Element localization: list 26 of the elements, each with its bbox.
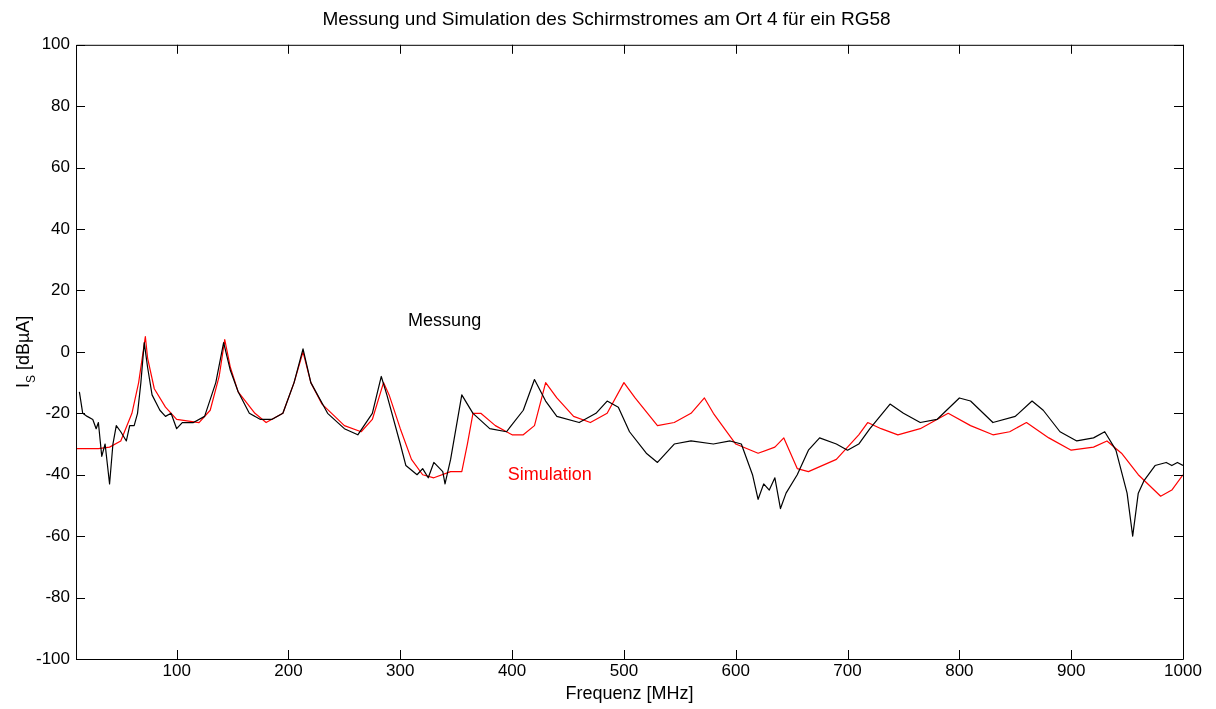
y-tick-label: 100 — [41, 34, 71, 54]
text: Messung — [408, 310, 482, 331]
x-tick-label: 900 — [1057, 660, 1086, 680]
y-axis-title: IS [dBµA] — [13, 315, 38, 389]
x-tick-label: 400 — [497, 660, 527, 680]
y-tick-label: -100 — [35, 648, 71, 668]
x-tick-label: 200 — [274, 660, 303, 680]
y-tick-label: 60 — [51, 157, 71, 177]
x-tick-label: 800 — [945, 660, 974, 680]
y-tick-label: 80 — [51, 95, 71, 115]
x-tick-label: 100 — [162, 660, 191, 680]
y-tick-label: -20 — [45, 403, 71, 423]
chart-title: Messung und Simulation des Schirmstromes am Ort 4 für ein RG58 — [322, 7, 891, 29]
y-tick-label: 20 — [51, 280, 71, 300]
y-tick-label: -80 — [45, 587, 71, 607]
x-tick-label: 300 — [386, 660, 415, 680]
y-tick-label: -60 — [45, 525, 71, 545]
x-tick-label: 500 — [609, 660, 639, 680]
x-tick-label: 700 — [833, 660, 862, 680]
x-tick-label: 600 — [721, 660, 750, 680]
x-tick-label: 1000 — [1164, 660, 1202, 680]
y-tick-label: 40 — [51, 218, 71, 238]
y-tick-label: 0 — [60, 341, 71, 361]
x-axis-title: Frequenz [MHz] — [565, 683, 694, 704]
series-label: Simulation — [507, 463, 592, 484]
y-tick-label: -40 — [45, 464, 71, 484]
